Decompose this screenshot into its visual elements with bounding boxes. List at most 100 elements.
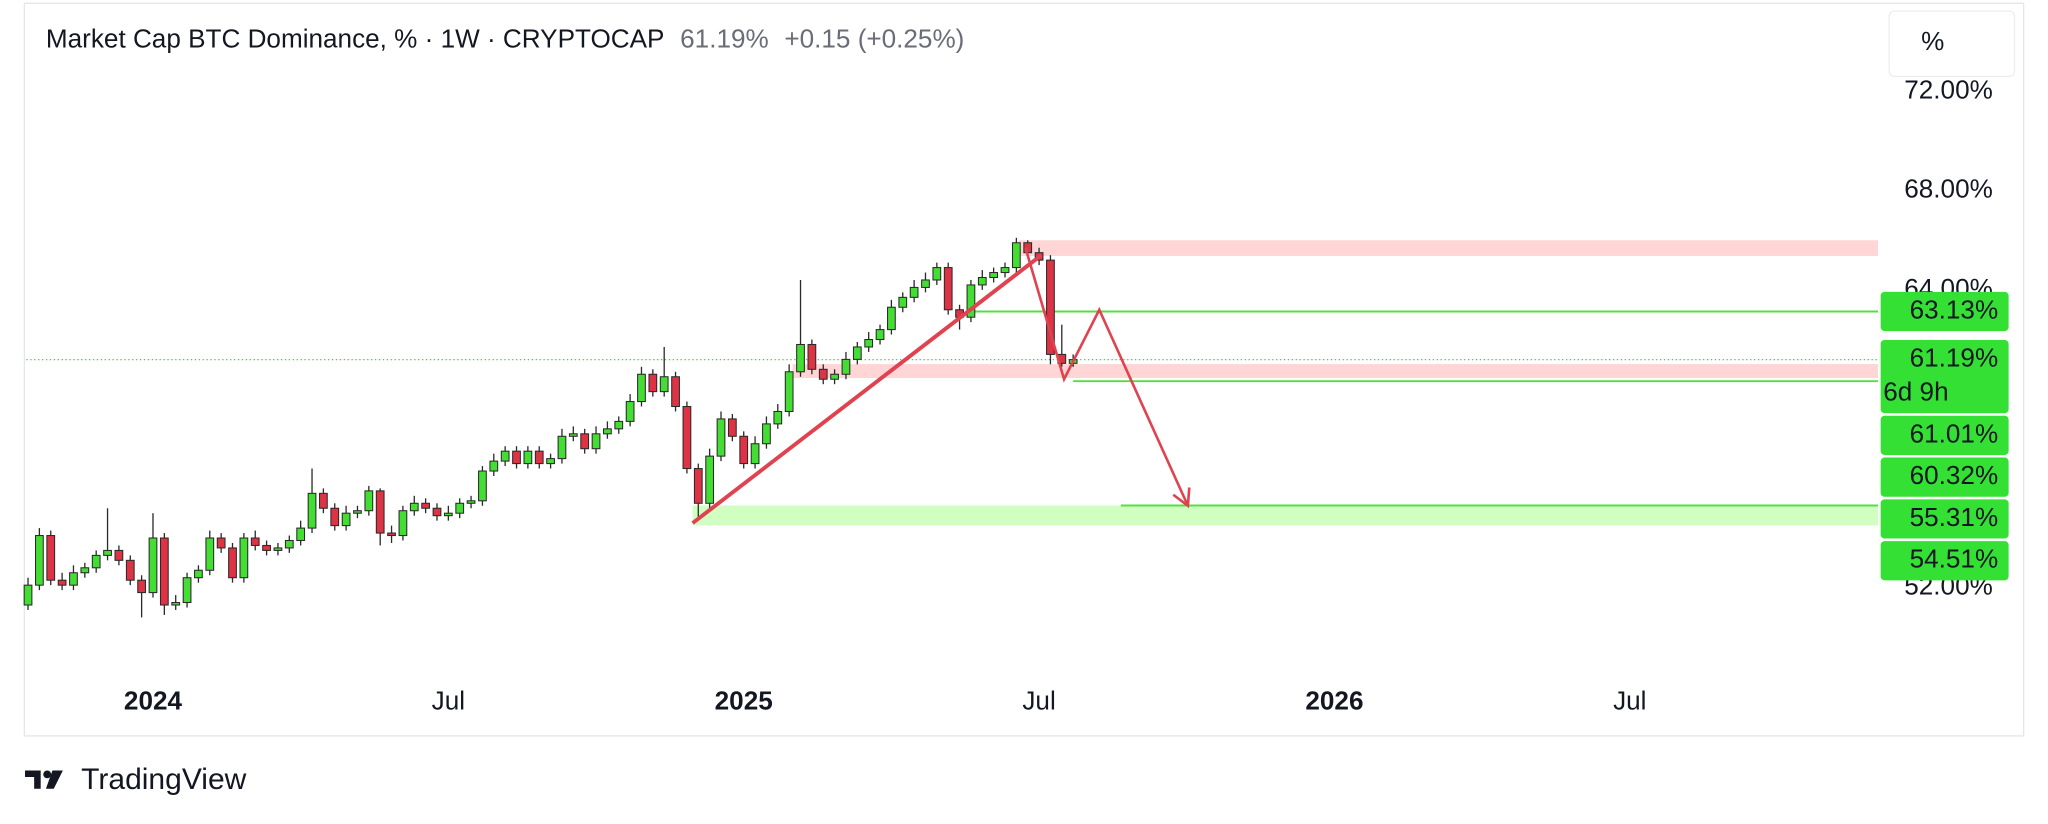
- candle-body: [727, 418, 737, 437]
- candle-body: [989, 272, 999, 279]
- candle-body: [455, 502, 465, 514]
- candle-body: [125, 559, 135, 581]
- candle-body: [216, 537, 226, 549]
- candle-body: [534, 450, 544, 465]
- candle-body: [398, 510, 408, 537]
- candle-body: [898, 296, 908, 308]
- candle-body: [171, 602, 181, 606]
- y-tick-label: 68.00%: [1904, 174, 1993, 204]
- candle-body: [1011, 242, 1021, 269]
- candle-body: [693, 468, 703, 504]
- candle-body: [591, 433, 601, 450]
- candle-body: [34, 535, 44, 586]
- candle-body: [250, 537, 260, 546]
- candle-body: [307, 492, 317, 529]
- candle-body: [648, 373, 658, 393]
- candle-body: [284, 539, 294, 549]
- candle-body: [557, 435, 567, 460]
- x-tick-label: Jul: [432, 685, 465, 715]
- candle-body: [512, 450, 521, 465]
- candle-body: [739, 435, 749, 465]
- x-tick-label: Jul: [1613, 685, 1646, 715]
- candle-body: [546, 458, 555, 465]
- candle-body: [353, 510, 362, 514]
- price-label: [1880, 457, 2009, 497]
- candle-body: [705, 455, 715, 504]
- tradingview-logo: [25, 770, 63, 789]
- x-tick-label: 2025: [715, 685, 773, 715]
- scale-button-label[interactable]: %: [1921, 26, 1944, 56]
- candle-body: [671, 376, 680, 408]
- candle-body: [228, 547, 237, 579]
- header: Market Cap BTC Dominance, % · 1W · CRYPT…: [46, 23, 964, 53]
- candle-body: [875, 329, 885, 341]
- candle-body: [921, 279, 930, 288]
- candle-body: [182, 577, 192, 604]
- candle-body: [1000, 267, 1010, 274]
- candle-body: [103, 549, 112, 556]
- candle-body: [943, 267, 953, 311]
- candle-body: [796, 343, 805, 373]
- candle-body: [523, 450, 533, 465]
- candle-body: [466, 500, 476, 504]
- trend-line: [691, 253, 1043, 525]
- candle-body: [750, 443, 760, 465]
- candle-body: [807, 343, 817, 370]
- candle-body: [330, 507, 340, 527]
- candle-body: [57, 579, 67, 586]
- zone: [792, 364, 1879, 378]
- price-label-text: 61.19%: [1910, 343, 1999, 373]
- candle-body: [432, 507, 442, 517]
- candle-body: [864, 339, 874, 348]
- candle-body: [375, 490, 385, 534]
- price-label-text: 63.13%: [1910, 294, 1999, 324]
- candle-body: [887, 306, 896, 331]
- candle-body: [443, 512, 453, 517]
- candle-body: [830, 373, 839, 380]
- candle-body: [977, 276, 987, 286]
- candle-body: [614, 420, 624, 430]
- candle-body: [148, 537, 158, 594]
- candle-body: [489, 460, 499, 472]
- candle-body: [773, 410, 783, 425]
- candle-body: [46, 535, 56, 581]
- candle-body: [296, 527, 306, 542]
- candle-body: [239, 537, 249, 579]
- candle-body: [1046, 259, 1055, 355]
- candle-body: [421, 502, 431, 509]
- price-label: [1880, 291, 2009, 332]
- candle-body: [966, 284, 976, 318]
- candle-body: [194, 569, 203, 579]
- arrow-head: [1172, 487, 1191, 509]
- price-change: +0.15 (+0.25%): [784, 23, 964, 53]
- candle-body: [852, 346, 862, 360]
- candle-body: [818, 368, 828, 380]
- candle-body: [682, 405, 692, 470]
- candle-body: [364, 490, 374, 512]
- candle-body: [341, 512, 351, 527]
- candle-body: [91, 554, 101, 569]
- candle-body: [932, 267, 942, 281]
- last-price: 61.19%: [680, 23, 769, 53]
- candle-body: [69, 572, 78, 586]
- price-label: [1880, 499, 2009, 539]
- candle-body: [319, 492, 328, 509]
- scale-button[interactable]: [1888, 10, 2016, 78]
- price-label-text: 60.32%: [1910, 460, 1999, 490]
- candle-body: [784, 371, 794, 413]
- candle-body: [762, 423, 771, 445]
- symbol-title: Market Cap BTC Dominance, % · 1W · CRYPT…: [46, 23, 665, 53]
- price-label-text: 55.31%: [1910, 502, 1999, 532]
- arrow-path: [1024, 247, 1190, 507]
- candle-body: [114, 549, 124, 561]
- candle-body: [262, 544, 271, 551]
- candle-body: [478, 470, 487, 502]
- countdown: 6d 9h: [1883, 376, 1948, 406]
- zone: [692, 505, 1879, 526]
- candle-body: [387, 532, 396, 537]
- x-tick-label: 2024: [124, 685, 183, 715]
- y-tick-label: 72.00%: [1904, 74, 1993, 104]
- price-scale-labels: 52.00%64.00%68.00%72.00%63.13%61.19%6d 9…: [1880, 74, 2009, 601]
- candle-body: [159, 537, 169, 606]
